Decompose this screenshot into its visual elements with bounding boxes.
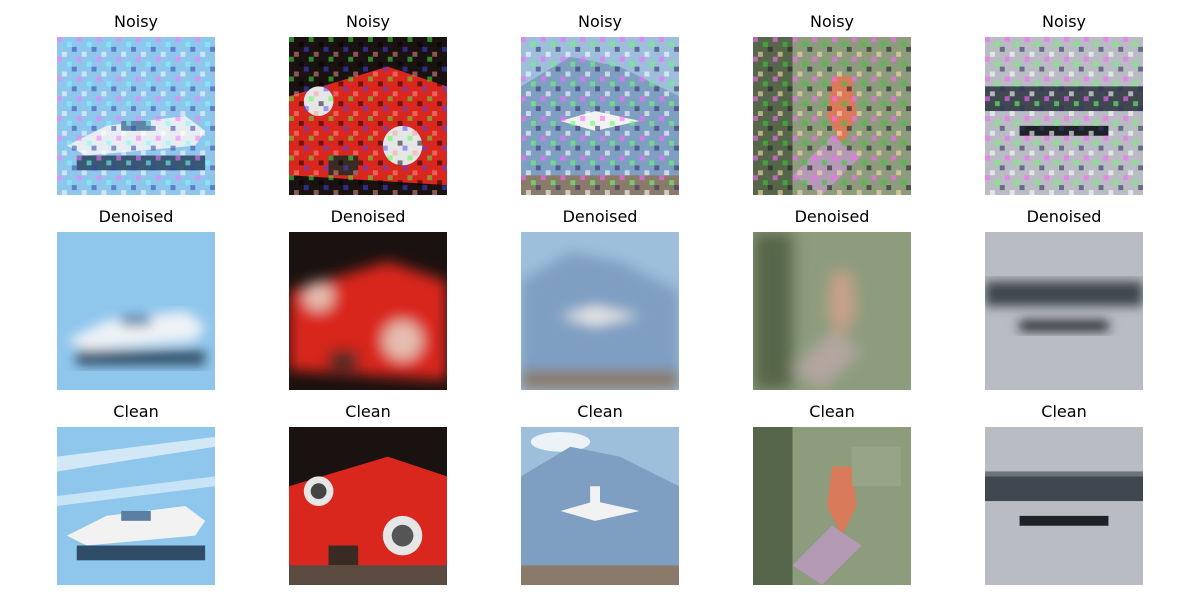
- clean-image: [985, 427, 1143, 585]
- panel-title: Denoised: [98, 207, 174, 226]
- noisy-image: [289, 37, 447, 195]
- panel-title: Clean: [577, 402, 623, 421]
- clean-image: [753, 427, 911, 585]
- panel-title: Clean: [345, 402, 391, 421]
- panel-title: Noisy: [345, 12, 390, 31]
- panel-title: Noisy: [577, 12, 622, 31]
- panel-title: Denoised: [330, 207, 406, 226]
- panel-title: Denoised: [562, 207, 638, 226]
- clean-image: [521, 427, 679, 585]
- noisy-image: [753, 37, 911, 195]
- clean-image: [57, 427, 215, 585]
- panel-title: Denoised: [794, 207, 870, 226]
- panel-title: Noisy: [113, 12, 158, 31]
- panel-title: Clean: [113, 402, 159, 421]
- noisy-image: [57, 37, 215, 195]
- noisy-image: [985, 37, 1143, 195]
- denoised-image: [289, 232, 447, 390]
- panel-title: Noisy: [1041, 12, 1086, 31]
- denoised-image: [985, 232, 1143, 390]
- panel-title: Noisy: [809, 12, 854, 31]
- denoised-image: [753, 232, 911, 390]
- denoised-image: [57, 232, 215, 390]
- panel-title: Clean: [1041, 402, 1087, 421]
- denoised-image: [521, 232, 679, 390]
- noisy-image: [521, 37, 679, 195]
- clean-image: [289, 427, 447, 585]
- panel-title: Denoised: [1026, 207, 1102, 226]
- panel-title: Clean: [809, 402, 855, 421]
